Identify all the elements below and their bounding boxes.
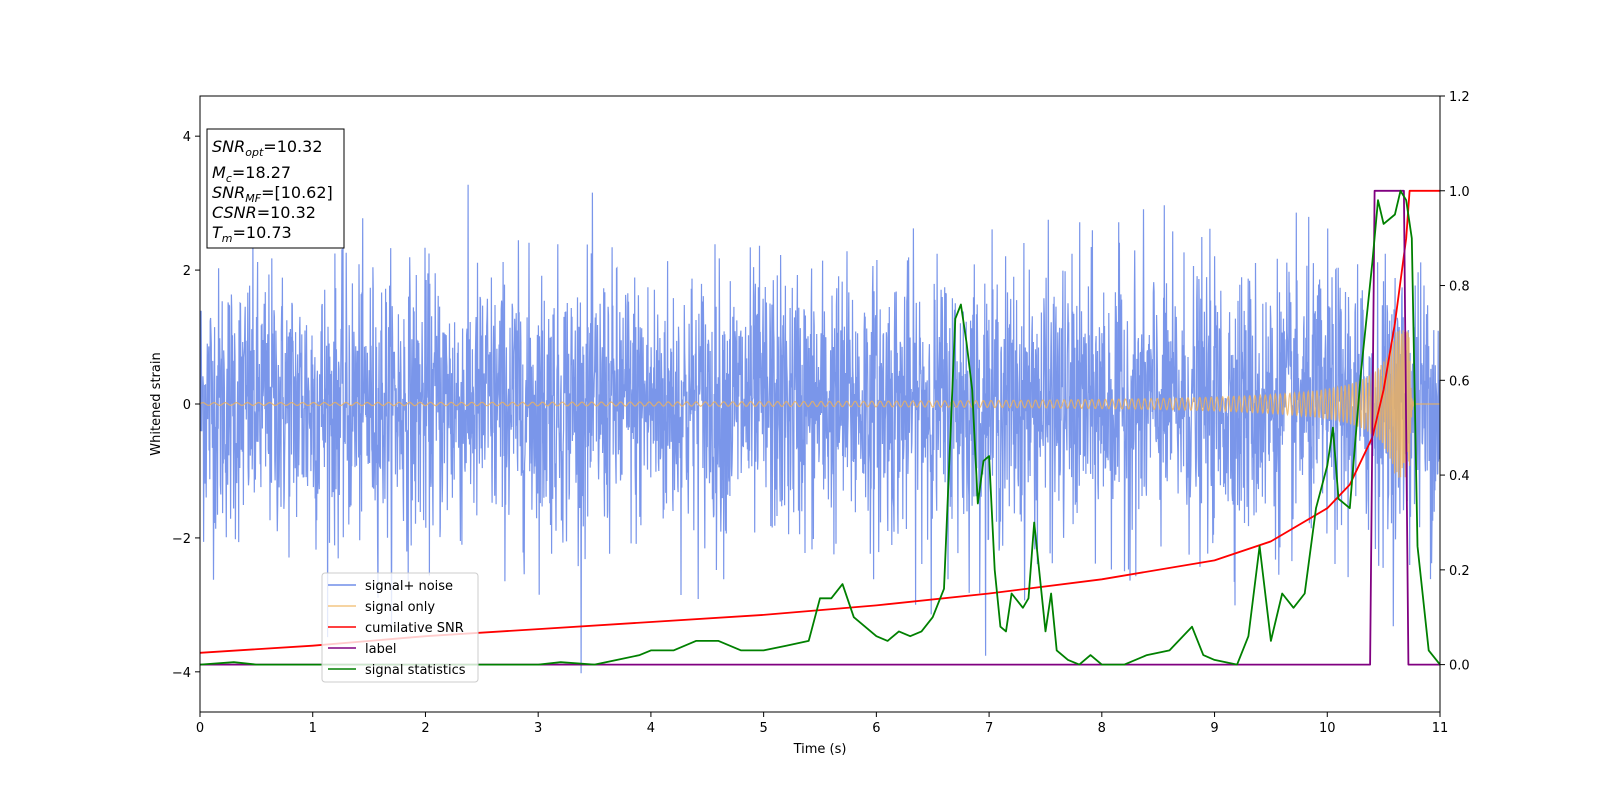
series-signal-statistics	[200, 189, 1440, 666]
x-tick-label: 10	[1319, 721, 1336, 736]
y-tick-label: −2	[172, 532, 191, 547]
y2-tick-label: 0.4	[1449, 469, 1470, 484]
y-tick-label: 4	[183, 130, 191, 145]
legend-label-signal-statistics: signal statistics	[365, 663, 466, 678]
y-axis-label: Whitened strain	[149, 352, 164, 455]
series-signal-noise	[200, 184, 1440, 674]
y2-tick-label: 1.0	[1449, 185, 1470, 200]
x-tick-label: 3	[534, 721, 542, 736]
y-tick-label: 0	[183, 398, 191, 413]
y2-tick-label: 0.8	[1449, 280, 1470, 295]
legend-label-cumulative-snr: cumilative SNR	[365, 621, 464, 636]
x-tick-label: 6	[872, 721, 880, 736]
y2-tick-label: 0.0	[1449, 659, 1470, 674]
x-tick-label: 2	[421, 721, 429, 736]
x-tick-label: 5	[759, 721, 767, 736]
x-tick-label: 11	[1432, 721, 1449, 736]
series-label	[200, 189, 1440, 666]
series-layer	[200, 184, 1440, 674]
legend-label-signal-noise: signal+ noise	[365, 579, 453, 594]
y-tick-label: −4	[172, 666, 191, 681]
x-axis-label: Time (s)	[793, 742, 847, 757]
x-tick-label: 0	[196, 721, 204, 736]
info-box: SNRopt=10.32 Mc=18.27 SNRMF=[10.62] CSNR…	[206, 128, 345, 249]
x-tick-label: 1	[309, 721, 317, 736]
info-box-frame	[206, 128, 345, 249]
info-line-mc: Mc=18.27	[212, 163, 291, 185]
y2-tick-label: 1.2	[1449, 90, 1470, 105]
info-line-csnr: CSNR=10.32	[212, 203, 316, 222]
legend: signal+ noise signal only cumilative SNR…	[321, 572, 479, 683]
info-line-tm: Tm=10.73	[212, 223, 292, 245]
legend-frame	[321, 572, 479, 683]
axes-layer: 0 1 2 3 4 5 6 7 8 9 10 11 4 2 0 −2 −4 1.2 1.0 0.8 0.6 0.4 0.2 0…	[172, 90, 1470, 736]
x-tick-label: 9	[1210, 721, 1218, 736]
legend-label-signal-only: signal only	[365, 600, 435, 615]
info-line-snr-opt: SNRopt=10.32	[212, 137, 323, 159]
info-line-snr-mf: SNRMF=[10.62]	[212, 183, 333, 205]
x-tick-label: 7	[985, 721, 993, 736]
x-tick-label: 4	[647, 721, 655, 736]
y-tick-label: 2	[183, 264, 191, 279]
x-tick-label: 8	[1098, 721, 1106, 736]
y2-tick-label: 0.6	[1449, 374, 1470, 389]
y2-tick-label: 0.2	[1449, 564, 1470, 579]
legend-label-label: label	[365, 642, 396, 657]
series-signal-only	[200, 330, 1440, 478]
